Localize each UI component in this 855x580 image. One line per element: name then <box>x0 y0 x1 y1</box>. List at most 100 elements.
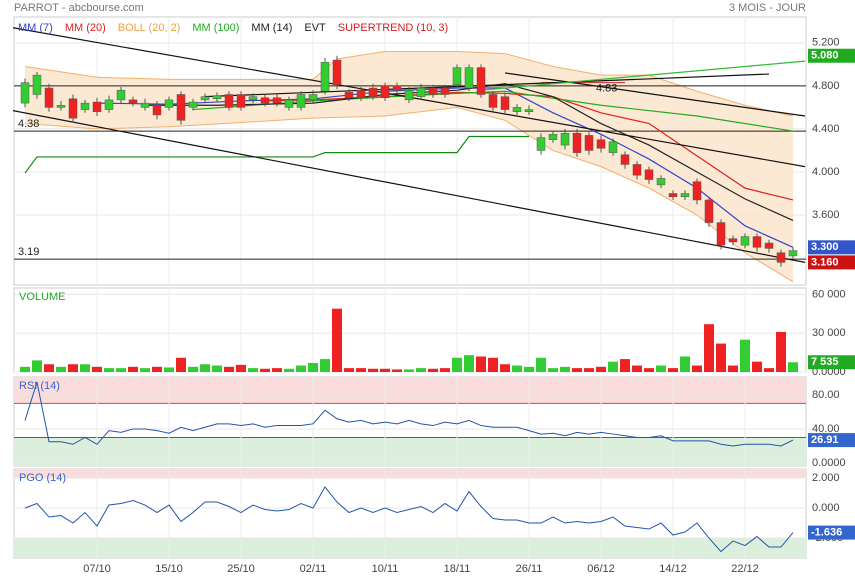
volume-bar <box>704 324 714 372</box>
candle-body <box>368 87 378 97</box>
candle-body <box>500 96 510 110</box>
candle-body <box>572 132 582 153</box>
candle-body <box>224 94 234 108</box>
volume-bar <box>284 368 294 372</box>
candle-body <box>464 67 474 89</box>
volume-bar <box>788 362 798 372</box>
volume-bar <box>92 366 102 372</box>
y-tick-label: 4.400 <box>812 123 840 135</box>
volume-bar <box>128 366 138 372</box>
h-line-label: 3.19 <box>18 246 39 258</box>
volume-bar <box>740 339 750 372</box>
boll-lower <box>24 106 794 283</box>
indicator-line <box>504 72 806 117</box>
value-flag <box>808 433 855 448</box>
volume-bar <box>776 331 786 372</box>
candle-body <box>656 178 666 186</box>
volume-bar <box>260 368 270 372</box>
candle-body <box>308 94 318 101</box>
volume-bar <box>548 368 558 372</box>
legend-entry: MM (100) <box>192 22 239 34</box>
candle-body <box>344 92 354 98</box>
legend-entry: SUPERTREND (10, 3) <box>338 22 448 34</box>
volume-bar <box>632 365 642 372</box>
value-flag <box>808 525 855 540</box>
volume-bar <box>596 366 606 372</box>
y-tick-label: 2.000 <box>812 472 840 484</box>
candle-body <box>248 96 258 101</box>
y-tick-label: 0.0000 <box>812 457 846 469</box>
candle-body <box>608 141 618 153</box>
candle-body <box>200 96 210 101</box>
candle-body <box>704 199 714 223</box>
volume-bar <box>44 364 54 372</box>
candle-body <box>692 181 702 201</box>
volume-bar <box>176 357 186 372</box>
volume-bar <box>80 364 90 372</box>
value-flag-label: 26.91 <box>811 434 839 446</box>
volume-bar <box>20 366 30 372</box>
x-tick-label: 06/12 <box>587 563 615 575</box>
x-tick-label: 18/11 <box>444 563 471 575</box>
legend-entry: BOLL (20, 2) <box>118 22 181 34</box>
candle-body <box>332 59 342 86</box>
y-tick-label: 3.600 <box>812 209 840 221</box>
volume-bar <box>296 365 306 372</box>
indicator-line <box>24 381 794 447</box>
volume-bar <box>140 368 150 372</box>
candle-body <box>392 85 402 91</box>
volume-bar <box>752 361 762 372</box>
candle-body <box>716 222 726 246</box>
volume-bar <box>656 365 666 372</box>
candle-body <box>584 135 594 151</box>
x-tick-label: 15/10 <box>155 563 183 575</box>
level-label: 4.83 <box>596 83 617 95</box>
volume-bar <box>584 368 594 372</box>
legend-entry: EVT <box>304 22 326 34</box>
period: 3 MOIS - JOUR <box>729 2 806 14</box>
y-tick-label: 0.000 <box>812 502 840 514</box>
candle-body <box>104 99 114 110</box>
indicator-line <box>12 110 806 263</box>
y-tick-label: 30 000 <box>812 327 846 339</box>
volume-bar <box>512 365 522 372</box>
candle-body <box>416 87 426 97</box>
volume-bar <box>152 366 162 372</box>
volume-bar <box>272 368 282 372</box>
candle-body <box>176 94 186 121</box>
y-tick-label: 60 000 <box>812 288 846 300</box>
volume-bar <box>716 343 726 372</box>
volume-bar <box>692 365 702 372</box>
panel-title: VOLUME <box>19 291 65 303</box>
x-tick-label: 25/10 <box>227 563 255 575</box>
volume-bar <box>56 366 66 372</box>
candle-body <box>260 97 270 104</box>
volume-bar <box>440 368 450 372</box>
x-tick-label: 22/12 <box>731 563 759 575</box>
candle-body <box>764 242 774 249</box>
value-flag-label: 5.080 <box>811 50 839 62</box>
volume-bar <box>500 364 510 372</box>
volume-bar <box>212 365 222 372</box>
volume-bar <box>392 369 402 372</box>
volume-bar <box>308 362 318 372</box>
x-tick-label: 10/11 <box>372 563 399 575</box>
candle-body <box>668 193 678 197</box>
candle-body <box>164 99 174 108</box>
candle-body <box>116 89 126 101</box>
value-flag-label: 3.300 <box>811 241 839 253</box>
volume-bar <box>476 356 486 372</box>
volume-bar <box>236 364 246 372</box>
volume-bar <box>116 368 126 372</box>
x-tick-label: 07/10 <box>83 563 111 575</box>
candle-body <box>476 67 486 95</box>
volume-bar <box>560 366 570 372</box>
y-tick-label: 40.00 <box>812 423 840 435</box>
boll-fill <box>25 51 793 282</box>
candle-body <box>596 139 606 149</box>
volume-bar <box>488 357 498 372</box>
volume-bar <box>164 367 174 372</box>
volume-bar <box>344 368 354 372</box>
candle-body <box>728 238 738 243</box>
